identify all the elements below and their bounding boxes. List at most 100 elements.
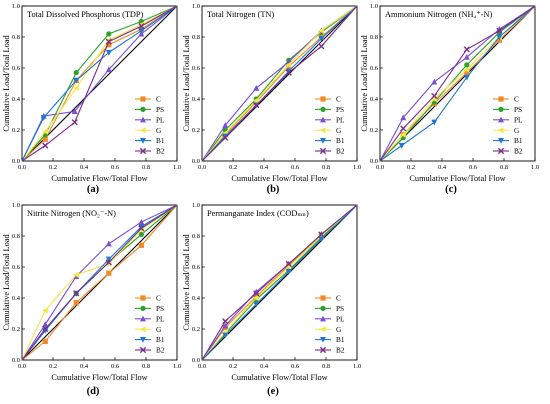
data-point-B2-stroke-b [318, 231, 325, 238]
y-tick-label: 0.2 [12, 127, 20, 134]
legend-label-PL: PL [336, 115, 345, 124]
series-line-PS [379, 5, 536, 162]
y-tick-label: 1.0 [12, 3, 20, 10]
data-point-B1 [398, 142, 405, 149]
data-point-B1 [138, 28, 145, 34]
series-line-PL [21, 5, 178, 162]
data-point-PL [105, 66, 112, 73]
y-tick-label: 0.6 [12, 65, 21, 72]
y-axis-label: Cumulative Load/Total Load [2, 234, 11, 331]
legend-marker-B1 [140, 337, 146, 343]
y-tick-label: 1.0 [12, 202, 20, 209]
y-tick-label: 0.6 [370, 65, 379, 72]
legend-marker-G [139, 127, 146, 134]
y-tick-label: 0.2 [12, 326, 20, 333]
y-tick-label: 0.0 [192, 357, 200, 364]
legend-label-C: C [336, 95, 341, 104]
legend-marker-C [498, 96, 504, 102]
y-tick-label: 0.4 [370, 96, 379, 103]
legend-label-PS: PS [336, 304, 344, 313]
panel-label: (b) [267, 184, 280, 195]
data-point-PL [222, 322, 229, 329]
data-point-PS [106, 31, 112, 37]
legend-label-C: C [336, 294, 341, 303]
data-point-C [42, 136, 48, 142]
data-point-B2-stroke-b [222, 134, 229, 141]
data-point-G [138, 226, 144, 233]
y-tick-label: 1.0 [192, 202, 200, 209]
y-tick-label: 0.0 [12, 357, 20, 364]
chart-title: Nitrite Nitrogen (NO₂⁻-N) [27, 209, 116, 218]
series-line-PL [379, 5, 536, 162]
x-tick-label: 1.0 [173, 363, 181, 370]
legend-label-B1: B1 [336, 335, 345, 344]
x-tick-label: 0.2 [229, 164, 237, 171]
legend-marker-PL [320, 315, 326, 322]
x-tick-label: 0.2 [49, 363, 57, 370]
data-point-B2-stroke-b [42, 142, 49, 149]
data-point-G [73, 271, 79, 278]
data-point-PL [138, 218, 145, 225]
data-point-B2-stroke-b [285, 69, 292, 76]
series-line-C [21, 204, 178, 361]
y-axis-label: Cumulative Load/Total Load [360, 35, 369, 132]
legend-marker-PL [320, 116, 326, 123]
legend-label-B2: B2 [336, 147, 345, 156]
data-point-PS [73, 70, 79, 76]
series-line-G [201, 204, 358, 361]
x-axis-label: Cumulative Flow/Total Flow [51, 174, 147, 183]
data-point-B2-stroke-b [73, 290, 80, 297]
data-point-B2-stroke-b [138, 23, 145, 30]
data-point-PL [400, 114, 407, 121]
legend-marker-G [139, 326, 146, 333]
data-point-B1 [496, 34, 503, 41]
legend-label-B1: B1 [156, 335, 165, 344]
y-tick-label: 0.4 [12, 295, 21, 302]
data-point-B2 [400, 125, 407, 132]
legend-marker-B2-stroke-b [497, 147, 505, 155]
x-tick-label: 1.0 [353, 164, 361, 171]
data-point-B1 [222, 332, 229, 339]
data-point-PL [253, 288, 260, 295]
x-tick-label: 0.4 [260, 164, 269, 171]
x-axis-label: Cumulative Flow/Total Flow [231, 174, 327, 183]
legend-label-B2: B2 [156, 147, 165, 156]
data-point-B2 [42, 142, 49, 149]
data-point-B1 [318, 236, 325, 243]
data-point-B2 [222, 318, 229, 325]
data-point-PS [138, 231, 144, 238]
data-point-B1 [73, 77, 80, 84]
legend-marker-PS [320, 106, 326, 112]
legend-marker-B2-stroke-b [319, 147, 327, 155]
x-tick-label: 0.6 [469, 164, 478, 171]
data-point-G [105, 260, 112, 267]
legend-marker-B2 [497, 147, 505, 155]
data-point-B2-stroke-b [253, 102, 260, 109]
y-tick-label: 0.0 [370, 158, 378, 165]
data-point-B2-stroke-b [42, 325, 49, 333]
chart-panel-3: 0.0 0.2 0.4 0.6 0.8 1.0 0.0 0.2 0.4 0.6 0.8 1.0 Cumu… [360, 3, 539, 195]
data-point-B2-stroke-b [318, 43, 325, 50]
y-tick-label: 0.0 [192, 158, 200, 165]
x-tick-label: 0.2 [49, 164, 57, 171]
x-tick-label: 0.0 [198, 164, 206, 171]
x-tick-label: 0.6 [111, 164, 120, 171]
legend-label-PS: PS [156, 304, 164, 313]
chart-panel-1: 0.0 0.2 0.4 0.6 0.8 1.0 0.0 0.2 0.4 0.6 0.8 1.0 Cumu… [2, 3, 181, 195]
data-point-B2 [138, 225, 145, 232]
series-line-B1 [379, 5, 536, 162]
x-tick-label: 0.0 [18, 363, 26, 370]
y-tick-label: 0.4 [192, 96, 201, 103]
data-point-B2 [71, 119, 78, 126]
reference-diagonal-line [21, 204, 178, 361]
y-tick-label: 0.0 [12, 158, 20, 165]
legend-label-G: G [514, 126, 520, 135]
legend-marker-PS [498, 106, 504, 112]
data-point-G [463, 66, 470, 73]
legend-marker-B1 [140, 138, 146, 144]
legend-marker-B1 [320, 337, 326, 343]
legend-marker-G [319, 127, 326, 134]
